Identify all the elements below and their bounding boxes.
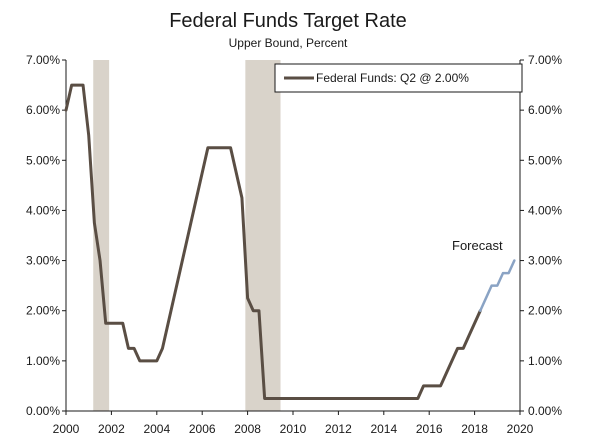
y-tick-label-left: 7.00%: [26, 53, 60, 67]
y-tick-label-right: 7.00%: [528, 53, 562, 67]
y-tick-label-left: 3.00%: [26, 254, 60, 268]
x-tick-label: 2020: [507, 422, 534, 436]
recession-bands: [93, 60, 281, 411]
legend-label: Federal Funds: Q2 @ 2.00%: [316, 71, 469, 85]
y-tick-label-left: 2.00%: [26, 304, 60, 318]
forecast-annotation: Forecast: [452, 238, 503, 253]
chart-subtitle: Upper Bound, Percent: [229, 36, 348, 50]
y-tick-label-left: 1.00%: [26, 354, 60, 368]
x-tick-label: 2008: [234, 422, 261, 436]
series-lines: [64, 83, 516, 400]
x-tick-label: 2010: [280, 422, 307, 436]
x-tick-label: 2002: [98, 422, 125, 436]
y-tick-label-right: 5.00%: [528, 153, 562, 167]
y-tick-label-right: 3.00%: [528, 254, 562, 268]
x-tick-label: 2016: [416, 422, 443, 436]
tick-labels: 2000 2002 2004 2006 2008 2010 2012 2014 2016 2018…: [26, 53, 562, 436]
y-tick-label-right: 6.00%: [528, 103, 562, 117]
y-tick-label-left: 5.00%: [26, 153, 60, 167]
y-tick-label-right: 1.00%: [528, 354, 562, 368]
series-line-federal-funds: [64, 83, 482, 400]
y-tick-label-right: 2.00%: [528, 304, 562, 318]
x-tick-label: 2018: [461, 422, 488, 436]
y-tick-label-left: 0.00%: [26, 404, 60, 418]
x-tick-label: 2000: [53, 422, 80, 436]
x-tick-label: 2004: [143, 422, 170, 436]
series-line-forecast: [479, 259, 516, 312]
y-tick-label-left: 6.00%: [26, 103, 60, 117]
x-tick-label: 2012: [325, 422, 352, 436]
y-tick-label-right: 0.00%: [528, 404, 562, 418]
axes: [62, 59, 524, 415]
x-tick-label: 2006: [189, 422, 216, 436]
legend: Federal Funds: Q2 @ 2.00%: [274, 63, 523, 93]
y-tick-label-right: 4.00%: [528, 203, 562, 217]
y-tick-label-left: 4.00%: [26, 203, 60, 217]
chart-title: Federal Funds Target Rate: [169, 10, 407, 32]
x-tick-label: 2014: [370, 422, 397, 436]
legend-box: [274, 63, 523, 93]
